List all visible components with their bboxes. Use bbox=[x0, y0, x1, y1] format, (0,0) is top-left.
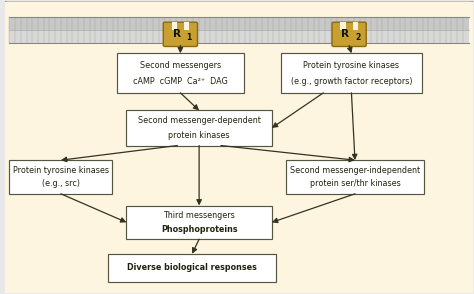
Text: (e.g., src): (e.g., src) bbox=[42, 179, 80, 188]
Bar bbox=[353, 23, 358, 30]
Bar bbox=[281, 54, 422, 93]
Bar bbox=[172, 23, 177, 30]
Text: (e.g., growth factor receptors): (e.g., growth factor receptors) bbox=[291, 76, 412, 86]
Text: R: R bbox=[341, 29, 349, 39]
FancyBboxPatch shape bbox=[163, 22, 198, 46]
Text: Second messenger-dependent: Second messenger-dependent bbox=[137, 116, 261, 126]
Bar bbox=[9, 160, 112, 194]
Text: 1: 1 bbox=[186, 33, 191, 42]
FancyBboxPatch shape bbox=[332, 22, 366, 46]
Bar bbox=[184, 23, 189, 30]
Bar bbox=[286, 160, 424, 194]
Text: Phosphoproteins: Phosphoproteins bbox=[161, 225, 237, 233]
Bar bbox=[9, 17, 469, 30]
Text: protein ser/thr kinases: protein ser/thr kinases bbox=[310, 179, 401, 188]
Text: Second messengers: Second messengers bbox=[140, 61, 221, 70]
Bar bbox=[108, 254, 276, 282]
Bar bbox=[340, 23, 346, 30]
Text: 2: 2 bbox=[355, 33, 360, 42]
Bar bbox=[127, 111, 272, 146]
Text: Protein tyrosine kinases: Protein tyrosine kinases bbox=[13, 166, 109, 175]
Text: Protein tyrosine kinases: Protein tyrosine kinases bbox=[303, 61, 400, 70]
Text: R: R bbox=[173, 29, 181, 39]
Text: Second messenger-independent: Second messenger-independent bbox=[290, 166, 420, 175]
Text: protein kinases: protein kinases bbox=[168, 131, 230, 139]
Text: cAMP  cGMP  Ca²⁺  DAG: cAMP cGMP Ca²⁺ DAG bbox=[133, 76, 228, 86]
Text: Diverse biological responses: Diverse biological responses bbox=[127, 263, 257, 272]
Bar bbox=[9, 30, 469, 43]
Bar bbox=[127, 206, 272, 239]
Bar bbox=[117, 54, 244, 93]
Text: Third messengers: Third messengers bbox=[163, 211, 235, 220]
